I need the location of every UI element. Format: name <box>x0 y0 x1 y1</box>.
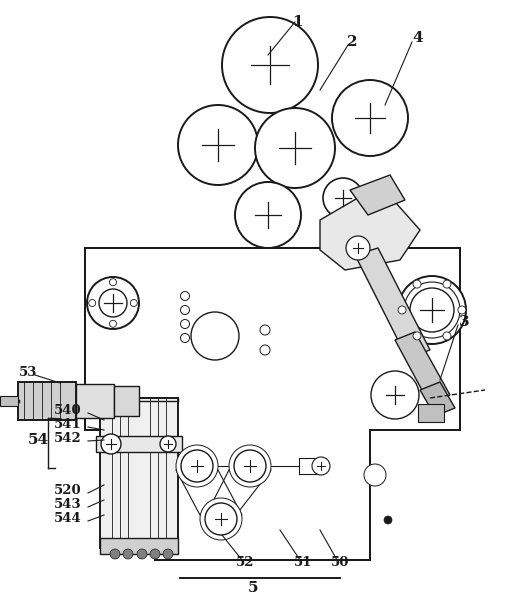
Polygon shape <box>420 382 455 416</box>
Bar <box>114 386 139 416</box>
Text: 1: 1 <box>293 15 303 29</box>
Circle shape <box>99 289 127 317</box>
Text: 54: 54 <box>27 433 49 447</box>
Circle shape <box>205 503 237 535</box>
Circle shape <box>87 277 139 329</box>
Circle shape <box>371 371 419 419</box>
Bar <box>76 384 114 418</box>
Circle shape <box>180 333 190 342</box>
Bar <box>96 436 182 452</box>
Circle shape <box>410 288 454 332</box>
Text: 544: 544 <box>54 512 82 524</box>
Circle shape <box>181 450 213 482</box>
Circle shape <box>443 280 451 288</box>
Circle shape <box>89 300 96 306</box>
Circle shape <box>200 498 242 540</box>
Polygon shape <box>350 175 405 215</box>
Circle shape <box>123 549 133 559</box>
Text: 541: 541 <box>54 417 82 431</box>
Text: 53: 53 <box>19 365 37 379</box>
Circle shape <box>110 278 117 286</box>
Bar <box>85 248 460 430</box>
Circle shape <box>398 276 466 344</box>
Circle shape <box>180 320 190 329</box>
Circle shape <box>332 80 408 156</box>
Circle shape <box>312 457 330 475</box>
Circle shape <box>101 434 121 454</box>
Polygon shape <box>85 248 460 560</box>
Text: 542: 542 <box>54 431 82 445</box>
Text: 50: 50 <box>331 556 349 568</box>
Circle shape <box>346 236 370 260</box>
Circle shape <box>234 450 266 482</box>
Circle shape <box>235 182 301 248</box>
Polygon shape <box>395 332 450 405</box>
Circle shape <box>137 549 147 559</box>
Bar <box>18 382 76 420</box>
Circle shape <box>176 445 218 487</box>
Circle shape <box>364 464 386 486</box>
Circle shape <box>150 549 160 559</box>
Circle shape <box>229 445 271 487</box>
Circle shape <box>323 178 363 218</box>
Circle shape <box>180 306 190 315</box>
Polygon shape <box>85 248 460 560</box>
Circle shape <box>110 549 120 559</box>
Text: 52: 52 <box>236 556 254 568</box>
Circle shape <box>180 292 190 301</box>
Bar <box>100 538 178 554</box>
Circle shape <box>260 325 270 335</box>
Bar <box>0 396 18 406</box>
Circle shape <box>163 549 173 559</box>
Text: 3: 3 <box>459 315 469 329</box>
Circle shape <box>398 306 406 314</box>
Circle shape <box>384 516 392 524</box>
Bar <box>418 404 444 422</box>
Text: 543: 543 <box>54 498 82 510</box>
Circle shape <box>110 320 117 327</box>
Text: 4: 4 <box>413 31 423 45</box>
Bar <box>155 430 370 560</box>
Text: 51: 51 <box>294 556 312 568</box>
Circle shape <box>160 436 176 452</box>
Bar <box>100 398 178 548</box>
Circle shape <box>191 312 239 360</box>
Circle shape <box>255 108 335 188</box>
Circle shape <box>413 280 421 288</box>
Circle shape <box>404 282 460 338</box>
Circle shape <box>222 17 318 113</box>
Text: 2: 2 <box>347 35 357 49</box>
Text: 520: 520 <box>54 483 82 496</box>
Circle shape <box>413 332 421 340</box>
Circle shape <box>443 332 451 340</box>
Polygon shape <box>320 185 420 270</box>
Circle shape <box>458 306 466 314</box>
Text: 5: 5 <box>248 581 258 595</box>
Circle shape <box>178 105 258 185</box>
Polygon shape <box>355 248 430 358</box>
Circle shape <box>130 300 137 306</box>
Text: 540: 540 <box>54 403 82 417</box>
Circle shape <box>260 345 270 355</box>
